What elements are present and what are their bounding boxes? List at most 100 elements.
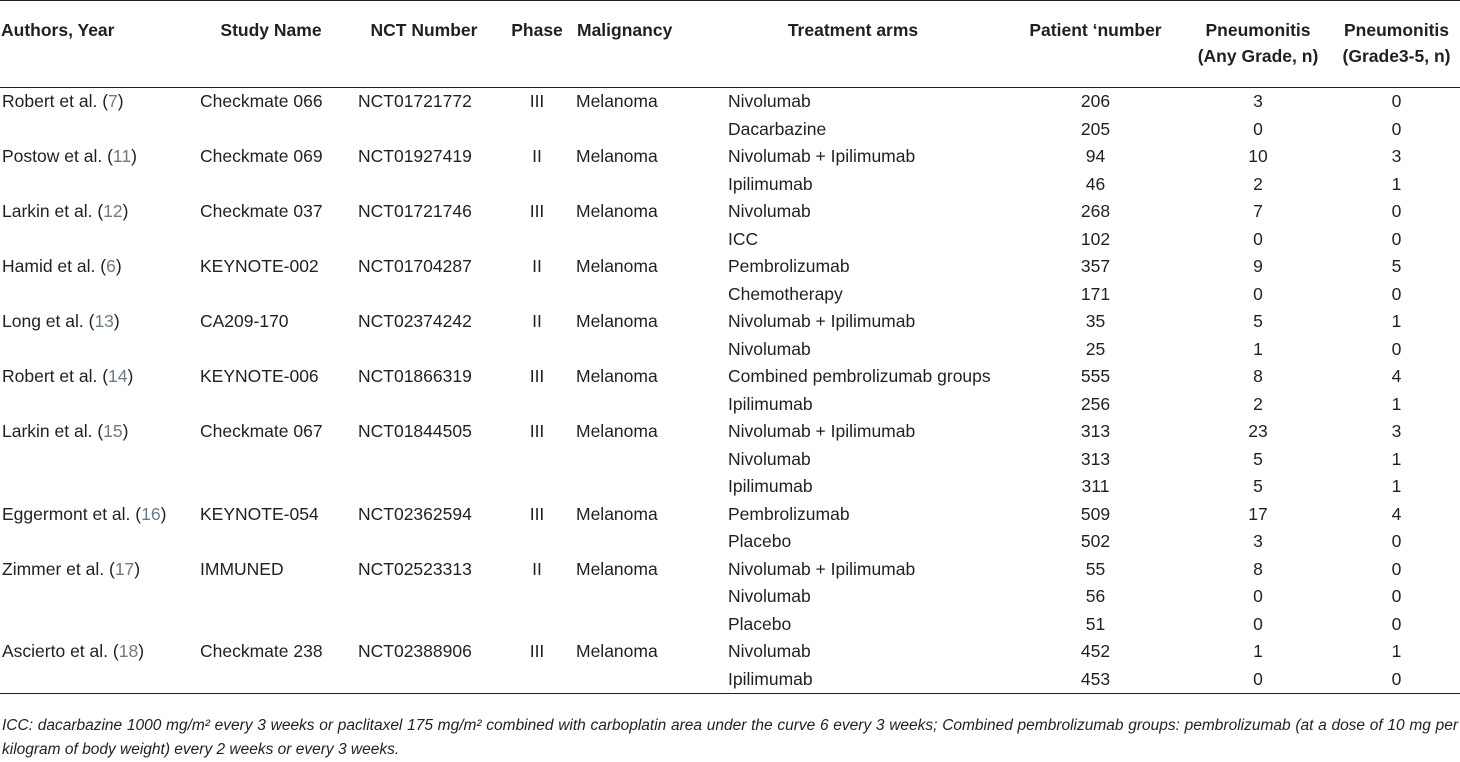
pneumonitis-any-grade-cell: 17 <box>1248 503 1268 524</box>
pneumonitis-grade3-5-cell: 0 <box>1391 613 1402 634</box>
author-cell <box>0 528 192 556</box>
patient-number-cell: 94 <box>1085 146 1106 166</box>
study-name-cell <box>192 528 350 556</box>
pneumonitis-any-grade-cell: 23 <box>1248 421 1268 441</box>
malignancy-cell <box>576 583 698 611</box>
pneumonitis-any-grade-cell: 10 <box>1248 146 1268 166</box>
nct-number-cell <box>350 446 498 474</box>
header-row: Authors, Year Study Name NCT Number Phas… <box>0 0 1460 88</box>
author-cell <box>0 473 192 501</box>
phase-cell: II <box>532 558 542 579</box>
study-name-cell <box>192 391 350 419</box>
reference-link[interactable]: 16 <box>141 503 161 524</box>
patient-number-cell: 453 <box>1008 665 1183 694</box>
pneumonitis-grade3-5-cell: 0 <box>1391 531 1402 551</box>
phase-cell <box>498 391 576 419</box>
malignancy-cell <box>576 446 698 474</box>
malignancy-cell <box>576 611 698 639</box>
nct-number-cell: NCT02388906 <box>358 641 472 661</box>
patient-number-cell: 205 <box>1080 118 1111 139</box>
malignancy-cell <box>576 226 698 254</box>
table-row: Placebo 502 3 0 <box>0 528 1460 556</box>
phase-cell <box>498 171 576 199</box>
nct-number-cell: NCT01704287 <box>358 256 472 276</box>
pneumonitis-any-grade-cell: 0 <box>1253 118 1263 139</box>
patient-number-cell: 35 <box>1085 311 1106 331</box>
reference-link[interactable]: 7 <box>108 91 118 111</box>
malignancy-cell: Melanoma <box>576 641 658 661</box>
pneumonitis-any-grade-cell: 2 <box>1253 173 1263 194</box>
author-cell <box>0 336 192 364</box>
phase-cell: II <box>532 311 542 331</box>
nct-number-cell: NCT02523313 <box>358 558 472 579</box>
patient-number-cell: 509 <box>1080 503 1111 524</box>
pneumonitis-grade3-5-cell: 0 <box>1391 338 1402 359</box>
header-malignancy: Malignancy <box>576 0 698 88</box>
study-name-cell <box>192 226 350 254</box>
malignancy-cell: Melanoma <box>576 91 658 111</box>
table-row: ICC 102 0 0 <box>0 226 1460 254</box>
author-cell <box>0 583 192 611</box>
treatment-arm-cell: Nivolumab <box>728 338 811 359</box>
treatment-arm-cell: Nivolumab <box>728 586 811 606</box>
header-authors-year: Authors, Year <box>0 0 192 88</box>
pneumonitis-any-grade-cell: 8 <box>1253 558 1263 579</box>
study-name-cell: CA209-170 <box>200 311 289 331</box>
pneumonitis-any-grade-cell: 1 <box>1253 338 1263 359</box>
reference-link[interactable]: 18 <box>118 641 139 661</box>
nct-number-cell <box>350 226 498 254</box>
author-name: Zimmer et al. <box>2 558 105 579</box>
treatment-arm-cell: Ipilimumab <box>728 476 813 496</box>
table-row: Postow et al. (11) Checkmate 069 NCT019274… <box>0 143 1460 171</box>
nct-number-cell: NCT01866319 <box>358 366 472 386</box>
phase-cell <box>498 336 576 364</box>
study-name-cell: KEYNOTE-002 <box>200 256 319 276</box>
malignancy-cell: Melanoma <box>576 256 658 276</box>
pneumonitis-any-grade-cell: 5 <box>1253 476 1263 496</box>
pneumonitis-any-grade-cell: 3 <box>1253 91 1263 111</box>
table-row: Ascierto et al. (18) Checkmate 238 NCT0238… <box>0 638 1460 666</box>
phase-cell: III <box>529 641 545 661</box>
patient-number-cell: 171 <box>1080 283 1111 304</box>
header-study-name: Study Name <box>192 0 350 88</box>
study-name-cell <box>192 116 350 144</box>
reference-link[interactable]: 17 <box>114 558 135 579</box>
author-name: Larkin et al. <box>2 201 93 221</box>
author-cell <box>0 665 192 694</box>
reference-link[interactable]: 13 <box>94 311 114 331</box>
reference-link[interactable]: 11 <box>112 146 132 166</box>
study-name-cell <box>192 336 350 364</box>
treatment-arm-cell: Placebo <box>728 531 792 551</box>
malignancy-cell: Melanoma <box>576 558 658 579</box>
malignancy-cell <box>576 391 698 419</box>
nct-number-cell <box>350 665 498 694</box>
table-row: Ipilimumab 256 2 1 <box>0 391 1460 419</box>
treatment-arm-cell: Nivolumab <box>728 641 811 661</box>
patient-number-cell: 268 <box>1080 201 1111 221</box>
table-footnote: ICC: dacarbazine 1000 mg/m² every 3 week… <box>2 717 1458 758</box>
reference-link[interactable]: 15 <box>103 421 123 441</box>
author-name: Ascierto et al. <box>2 641 109 661</box>
treatment-arm-cell: Ipilimumab <box>698 665 1008 694</box>
author-cell: Zimmer et al. (17) <box>2 558 141 579</box>
table-row: Robert et al. (14) KEYNOTE-006 NCT01866319… <box>0 363 1460 391</box>
study-name-cell: KEYNOTE-054 <box>200 503 319 524</box>
pneumonitis-grade3-5-cell: 1 <box>1391 641 1402 661</box>
patient-number-cell: 311 <box>1081 476 1110 496</box>
author-cell: Eggermont et al. (16) <box>2 503 167 524</box>
reference-link[interactable]: 6 <box>106 256 116 276</box>
malignancy-cell <box>576 281 698 309</box>
reference-link[interactable]: 14 <box>108 366 128 386</box>
header-phase: Phase <box>498 0 576 88</box>
reference-link[interactable]: 12 <box>103 201 123 221</box>
study-name-cell <box>192 281 350 309</box>
author-cell: Larkin et al. (15) <box>2 421 129 441</box>
treatment-arm-cell: Pembrolizumab <box>728 256 850 276</box>
nct-number-cell <box>350 583 498 611</box>
phase-cell <box>498 116 576 144</box>
pneumonitis-any-grade-cell: 0 <box>1253 613 1263 634</box>
treatment-arm-cell: Nivolumab + Ipilimumab <box>728 311 916 331</box>
pneumonitis-any-grade-cell: 2 <box>1253 393 1263 414</box>
table-row: Nivolumab 25 1 0 <box>0 336 1460 364</box>
